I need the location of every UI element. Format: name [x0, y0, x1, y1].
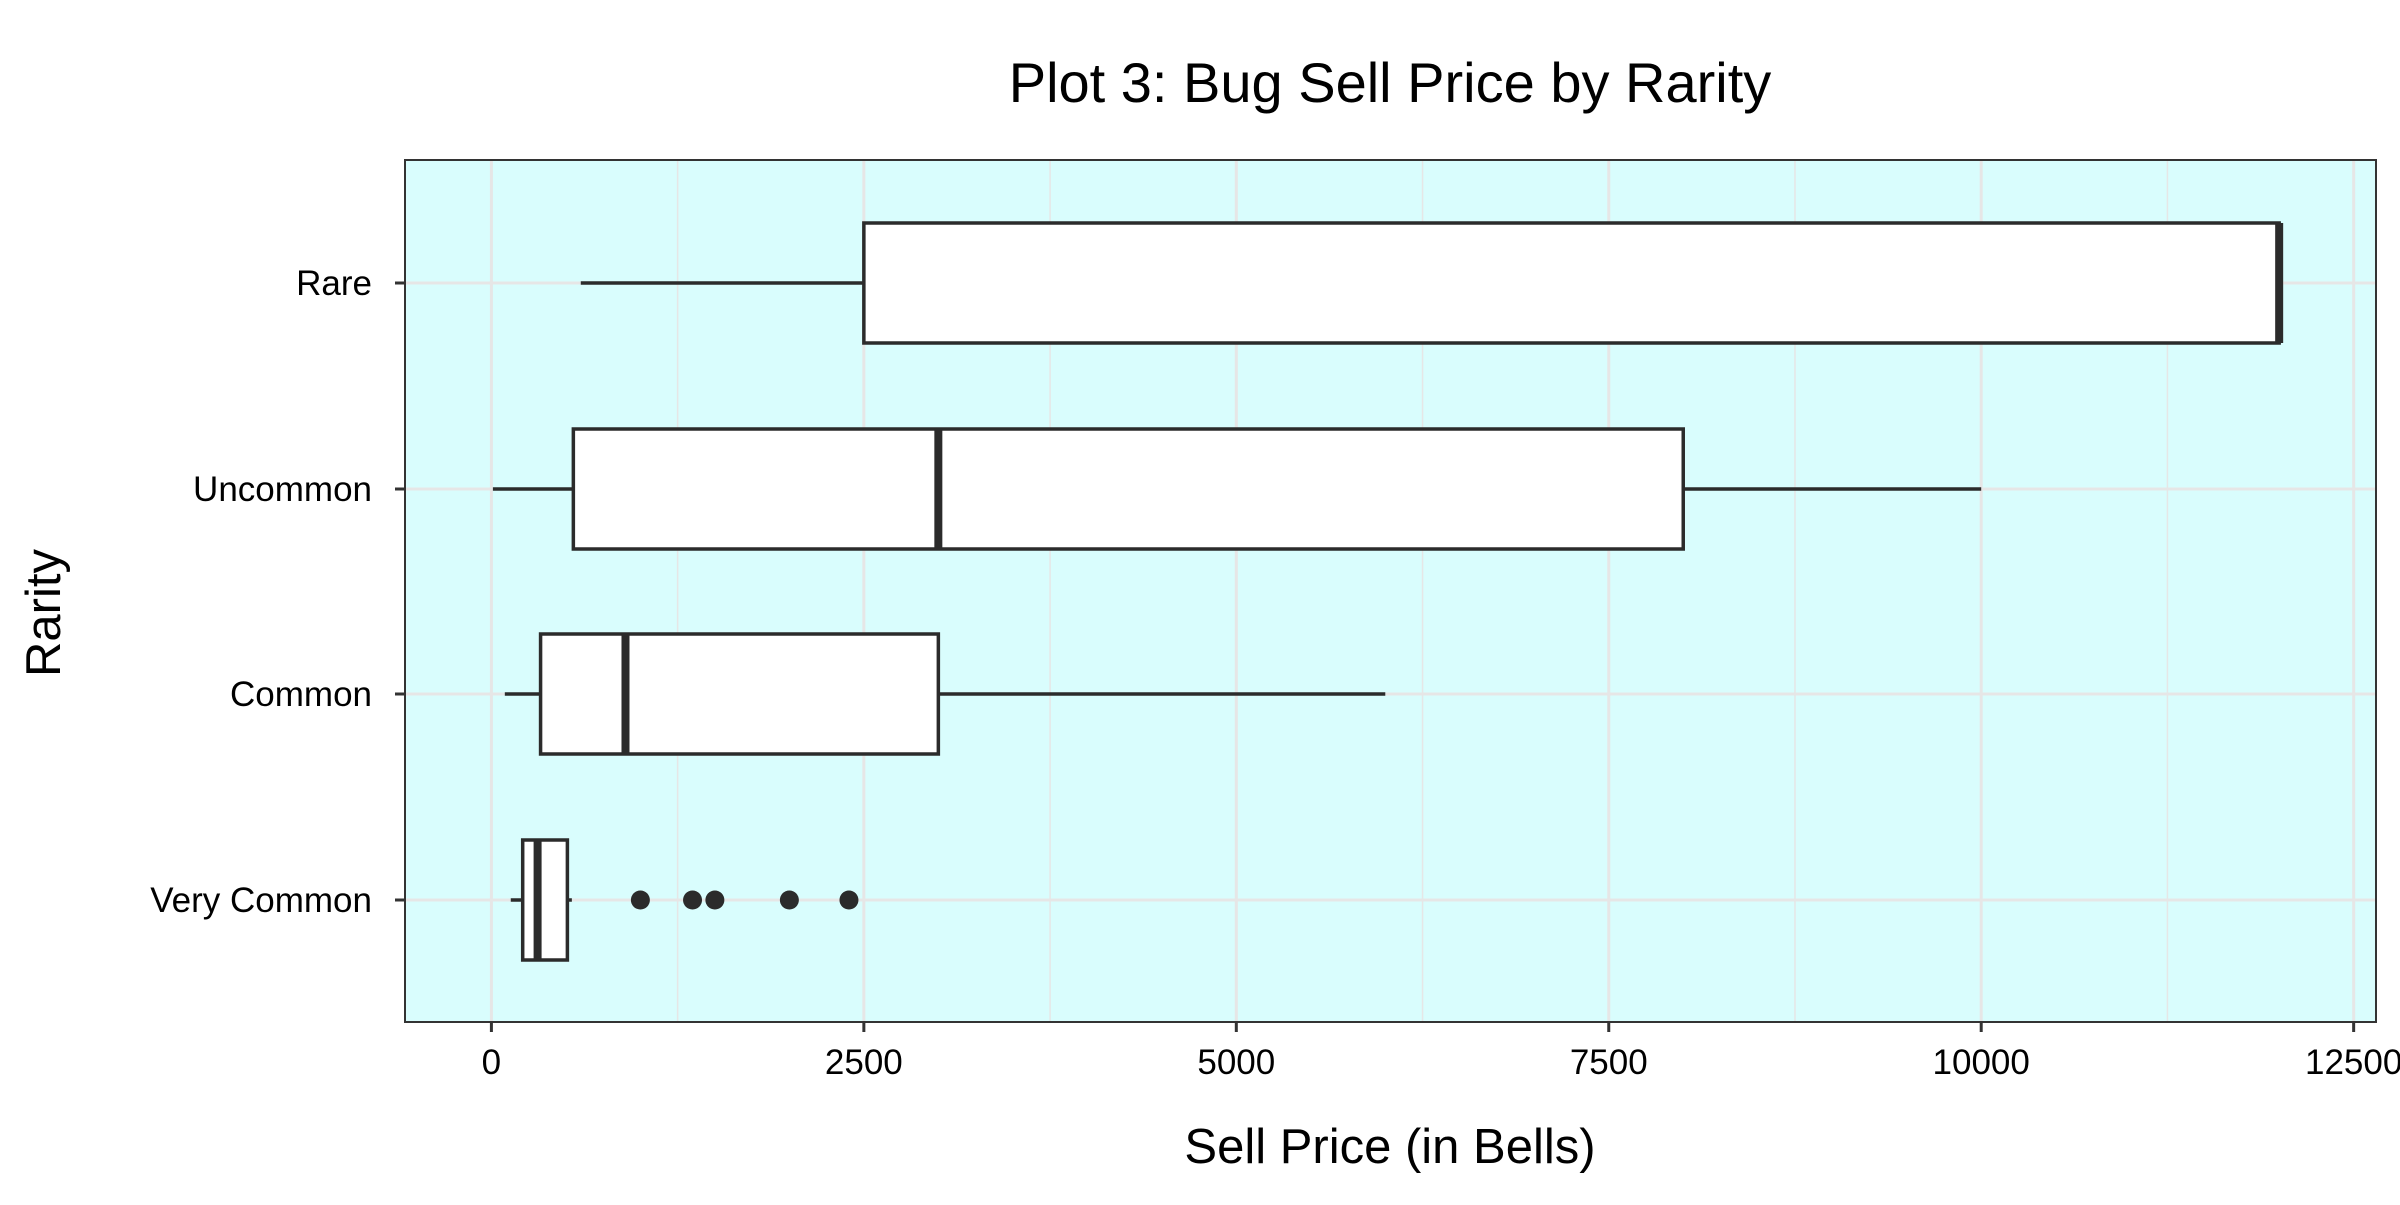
box-group: [580, 221, 2284, 345]
plot-panel-border: [404, 159, 2377, 1023]
x-tick-label: 5000: [1197, 1043, 1275, 1082]
x-tick-label: 10000: [1933, 1043, 2030, 1082]
axes: 0 2500 5000 7500 10000 12500 Rare Uncommon Commo…: [150, 264, 2400, 1082]
box-iqr: [571, 427, 1685, 551]
box-iqr: [862, 221, 2281, 345]
box-iqr: [538, 632, 941, 756]
outlier-point: [683, 890, 703, 910]
x-tick-label: 7500: [1570, 1043, 1648, 1082]
box-series: [492, 221, 2284, 962]
outlier-point: [630, 890, 650, 910]
box-iqr: [520, 838, 570, 962]
y-axis-title: Rarity: [17, 549, 71, 677]
x-tick-label: 2500: [825, 1043, 903, 1082]
y-tick-label: Uncommon: [193, 470, 372, 509]
y-tick-label: Common: [230, 675, 372, 714]
outlier-point: [779, 890, 799, 910]
chart-title: Plot 3: Bug Sell Price by Rarity: [1009, 51, 1772, 114]
box-group: [510, 838, 859, 962]
x-tick-label: 12500: [2305, 1043, 2400, 1082]
x-tick-label: 0: [482, 1043, 501, 1082]
outlier-point: [839, 890, 859, 910]
x-axis-title: Sell Price (in Bells): [1184, 1120, 1595, 1174]
y-tick-label: Very Common: [150, 881, 372, 920]
y-tick-label: Rare: [296, 264, 372, 303]
outlier-point: [705, 890, 725, 910]
box-group: [504, 632, 1386, 756]
box-group: [492, 427, 1982, 551]
